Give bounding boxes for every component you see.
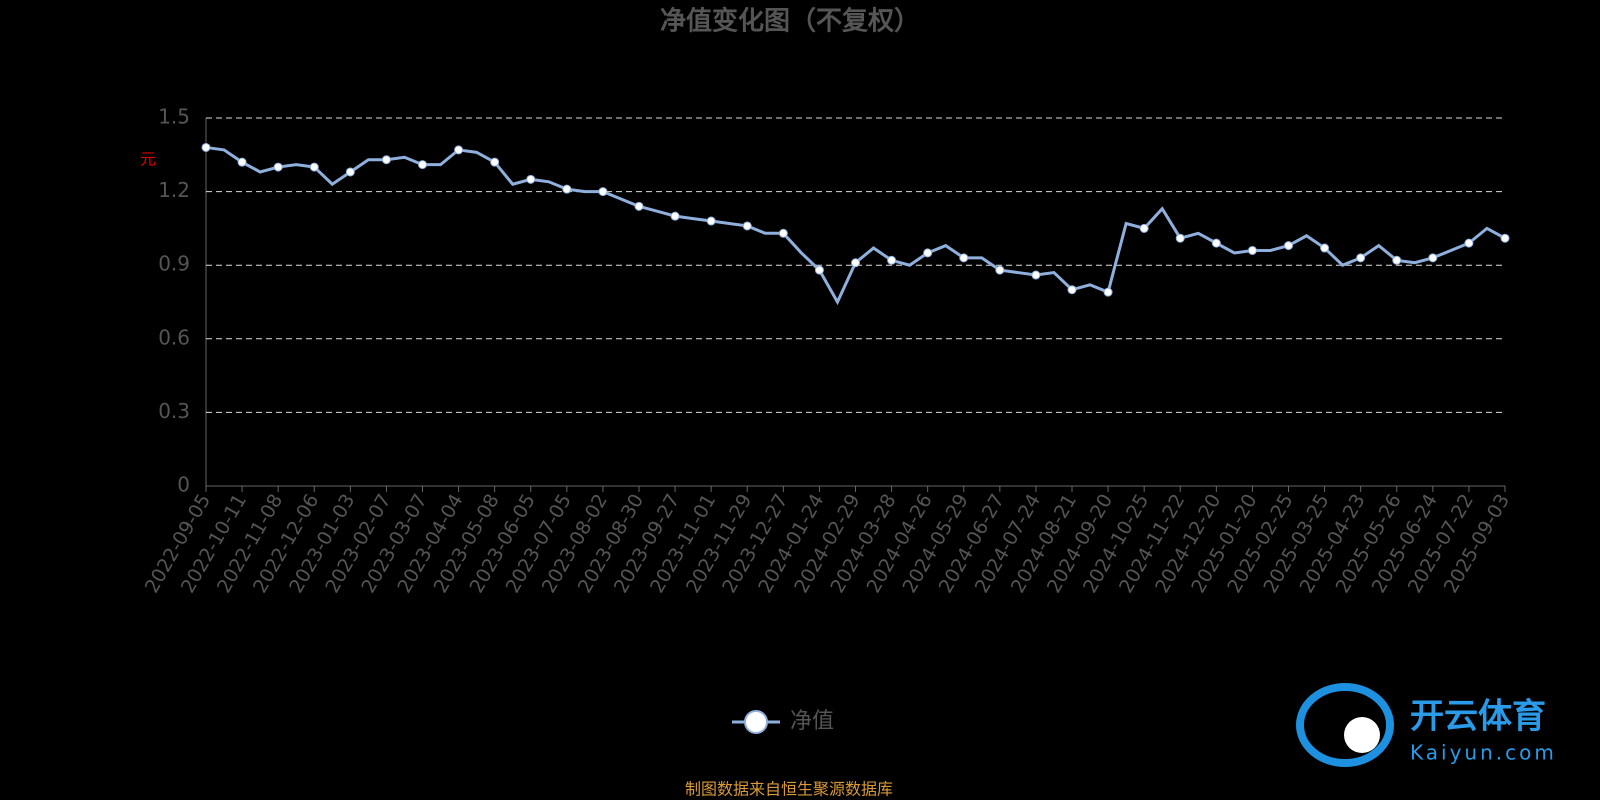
point (598, 187, 608, 197)
point (1356, 253, 1366, 263)
point (273, 162, 283, 172)
point (345, 167, 355, 177)
watermark-name: 开云体育 (1410, 697, 1546, 737)
watermark-site: Kaiyun.com (1410, 741, 1557, 765)
logo-ball (1344, 717, 1380, 753)
line (205, 145, 1506, 306)
point (1139, 223, 1149, 233)
point (201, 142, 211, 152)
point (706, 216, 716, 226)
point (887, 255, 897, 265)
point (959, 253, 969, 263)
point (778, 228, 788, 238)
source-note: 制图数据来自恒生聚源数据库 (685, 780, 893, 799)
logo (1296, 683, 1394, 767)
watermark: 开云体育 Kaiyun.com (1296, 683, 1557, 767)
point (634, 201, 644, 211)
point (1103, 287, 1113, 297)
point (1320, 243, 1330, 253)
point (1284, 241, 1293, 251)
point (1175, 233, 1185, 243)
y-tick-label: 1.5 (158, 105, 190, 129)
y-tick-label: 0.3 (158, 399, 190, 423)
point (1500, 233, 1510, 243)
point (1428, 253, 1438, 263)
y-tick-label: 1.2 (158, 178, 190, 202)
point (1067, 285, 1077, 295)
point (526, 174, 536, 184)
point (490, 157, 500, 167)
legend-label: 净值 (790, 709, 834, 734)
point (1464, 238, 1474, 248)
y-axis-label: 元 (140, 150, 156, 169)
point (381, 155, 391, 165)
point (670, 211, 680, 221)
point (851, 258, 860, 268)
point (418, 160, 427, 170)
point (309, 162, 319, 172)
point (923, 248, 933, 258)
point (454, 145, 464, 155)
y-tick-label: 0.9 (158, 252, 190, 276)
point (562, 184, 572, 194)
point (814, 265, 824, 275)
y-tick-label: 0 (177, 473, 190, 497)
point (995, 265, 1005, 275)
chart-title: 净值变化图（不复权） (660, 6, 920, 37)
point (1247, 245, 1257, 255)
legend-symbol (744, 710, 768, 734)
point (237, 157, 247, 167)
point (1211, 238, 1221, 248)
y-tick-label: 0.6 (158, 325, 190, 349)
point (1392, 255, 1402, 265)
point (1031, 270, 1041, 280)
point (742, 221, 752, 231)
